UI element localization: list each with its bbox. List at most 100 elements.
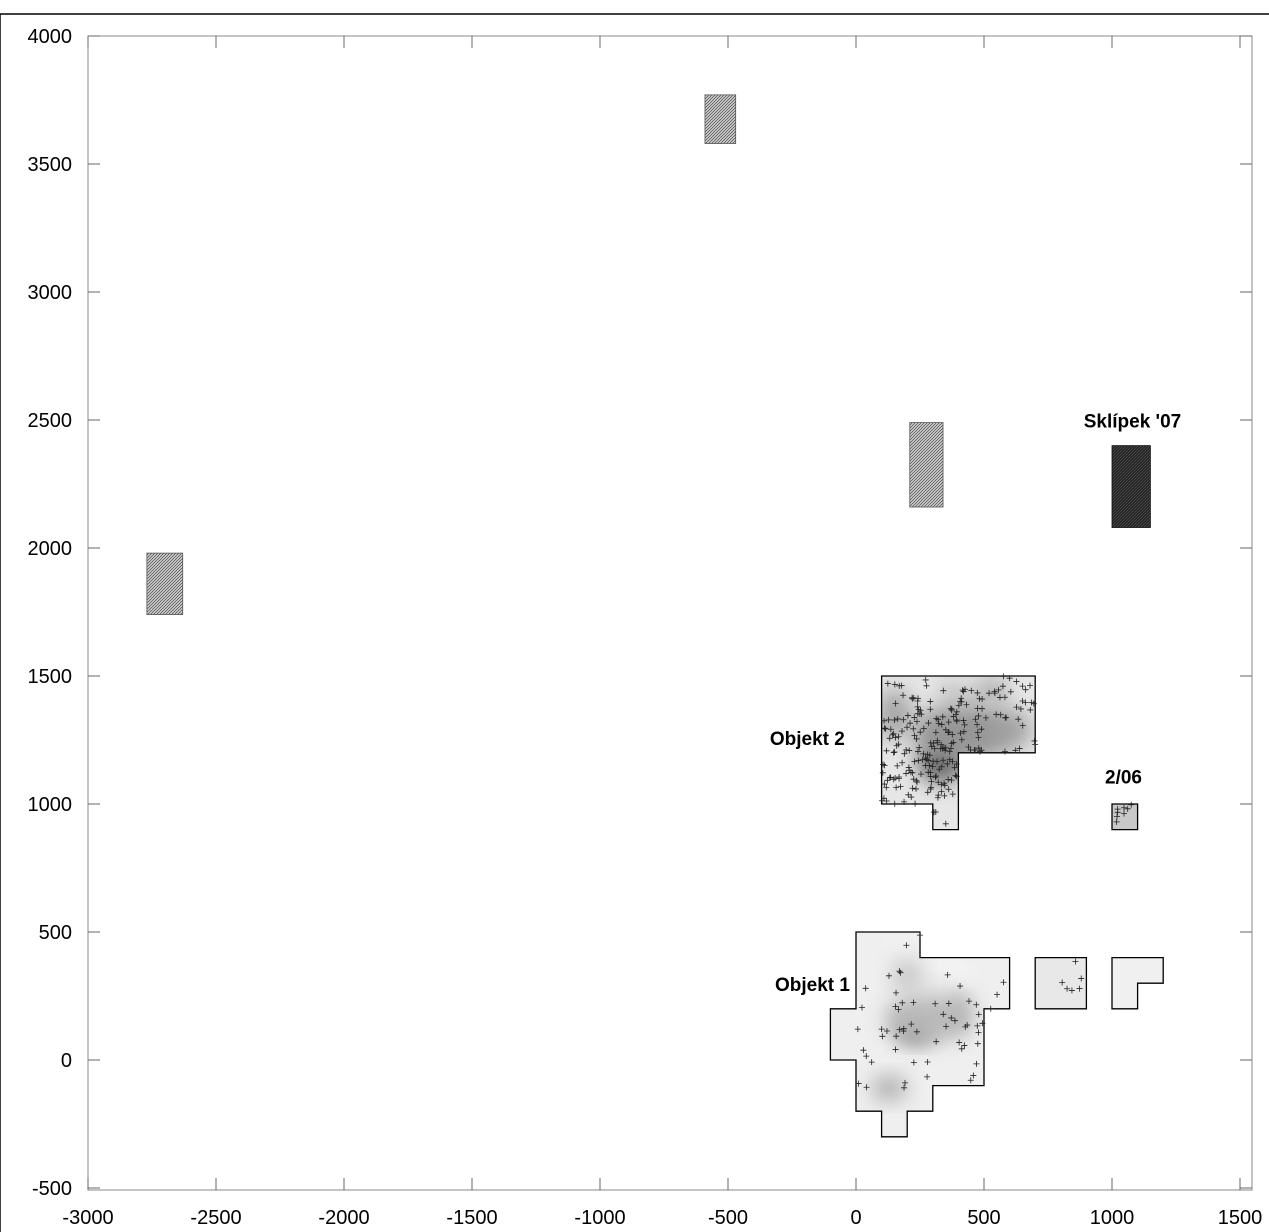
find-point <box>1000 673 1007 680</box>
find-point <box>900 692 907 699</box>
find-point <box>1114 813 1121 820</box>
find-point <box>922 676 929 683</box>
find-point <box>975 1029 982 1036</box>
x-tick-label: 0 <box>850 1207 861 1229</box>
find-point <box>935 720 942 727</box>
find-point <box>994 991 1001 998</box>
find-point <box>941 792 948 799</box>
area-2-06-shade <box>1112 804 1138 830</box>
find-point <box>927 769 934 776</box>
find-point <box>928 743 935 750</box>
find-point <box>1120 804 1127 811</box>
find-point <box>903 942 910 949</box>
find-point <box>974 1022 981 1029</box>
find-point <box>935 779 942 786</box>
find-point <box>886 735 893 742</box>
find-point <box>982 714 989 721</box>
find-point <box>932 729 939 736</box>
find-point <box>938 781 945 788</box>
find-point <box>936 766 943 773</box>
y-tick-label: 500 <box>39 922 72 944</box>
find-point <box>932 809 939 816</box>
find-point <box>903 746 910 753</box>
hatched-area-2 <box>704 94 737 144</box>
find-point <box>924 751 931 758</box>
find-point <box>894 762 901 769</box>
find-point <box>910 1059 917 1066</box>
find-point <box>938 741 945 748</box>
find-point <box>862 985 869 992</box>
find-point <box>918 711 925 718</box>
find-point <box>912 800 919 807</box>
density-o2-north <box>940 677 1018 706</box>
find-point <box>937 745 944 752</box>
find-point <box>1022 686 1029 693</box>
find-point <box>1121 810 1128 817</box>
find-point <box>945 1000 952 1007</box>
find-point <box>910 776 917 783</box>
density-o1-south <box>871 1075 908 1101</box>
find-point <box>911 758 918 765</box>
find-point <box>892 1003 899 1010</box>
find-point <box>975 734 982 741</box>
find-point <box>961 721 968 728</box>
find-point <box>949 791 956 798</box>
find-point <box>917 771 924 778</box>
find-point <box>975 1011 982 1018</box>
find-point <box>903 770 910 777</box>
find-point <box>953 761 960 768</box>
find-point <box>914 703 921 710</box>
find-point <box>947 745 954 752</box>
find-point <box>957 983 964 990</box>
find-point <box>930 758 937 765</box>
objekt-1-finds <box>854 932 1007 1091</box>
x-tick-label: 1500 <box>1218 1207 1263 1229</box>
find-point <box>961 1042 968 1049</box>
find-point <box>900 1025 907 1032</box>
find-point <box>1015 716 1022 723</box>
find-point <box>949 731 956 738</box>
find-point <box>987 1005 994 1012</box>
find-point <box>934 794 941 801</box>
find-point <box>999 683 1006 690</box>
find-point <box>897 783 904 790</box>
find-point <box>896 775 903 782</box>
find-point <box>1068 987 1075 994</box>
find-point <box>1078 975 1085 982</box>
find-point <box>1113 818 1120 825</box>
find-point <box>854 1026 861 1033</box>
density-o1-north <box>891 960 923 991</box>
find-point <box>991 688 998 695</box>
find-point <box>949 758 956 765</box>
area-2-06-density <box>1112 804 1138 830</box>
find-point <box>948 706 955 713</box>
find-point <box>1013 678 1020 685</box>
area-700-900-outline-fill <box>1035 957 1087 1009</box>
find-point <box>942 726 949 733</box>
find-point <box>972 716 979 723</box>
find-point <box>1059 979 1066 986</box>
find-point <box>955 702 962 709</box>
x-tick-label: -2500 <box>190 1207 241 1229</box>
find-point <box>901 1084 908 1091</box>
find-point <box>900 716 907 723</box>
find-point <box>898 682 905 689</box>
find-point <box>901 750 908 757</box>
axes-layer: -3000 -2500 -2000 -1500 -1000 -500 0 500 1000 150… <box>28 26 1263 1229</box>
find-point <box>938 721 945 728</box>
find-point <box>887 774 894 781</box>
find-point <box>906 747 913 754</box>
find-point <box>1028 699 1035 706</box>
find-point <box>858 1004 865 1011</box>
find-point <box>860 1047 867 1054</box>
find-point <box>892 774 899 781</box>
labels-layer: Objekt 2 Objekt 1 2/06 Sklípek '07 <box>770 412 1181 996</box>
find-point <box>925 720 932 727</box>
label-objekt-2: Objekt 2 <box>770 729 845 750</box>
label-2-06: 2/06 <box>1105 768 1142 789</box>
objekt-2-finds <box>879 673 1039 827</box>
find-point <box>925 757 932 764</box>
find-point <box>1032 741 1039 748</box>
find-point <box>885 972 892 979</box>
density-hole-0 <box>955 676 977 692</box>
